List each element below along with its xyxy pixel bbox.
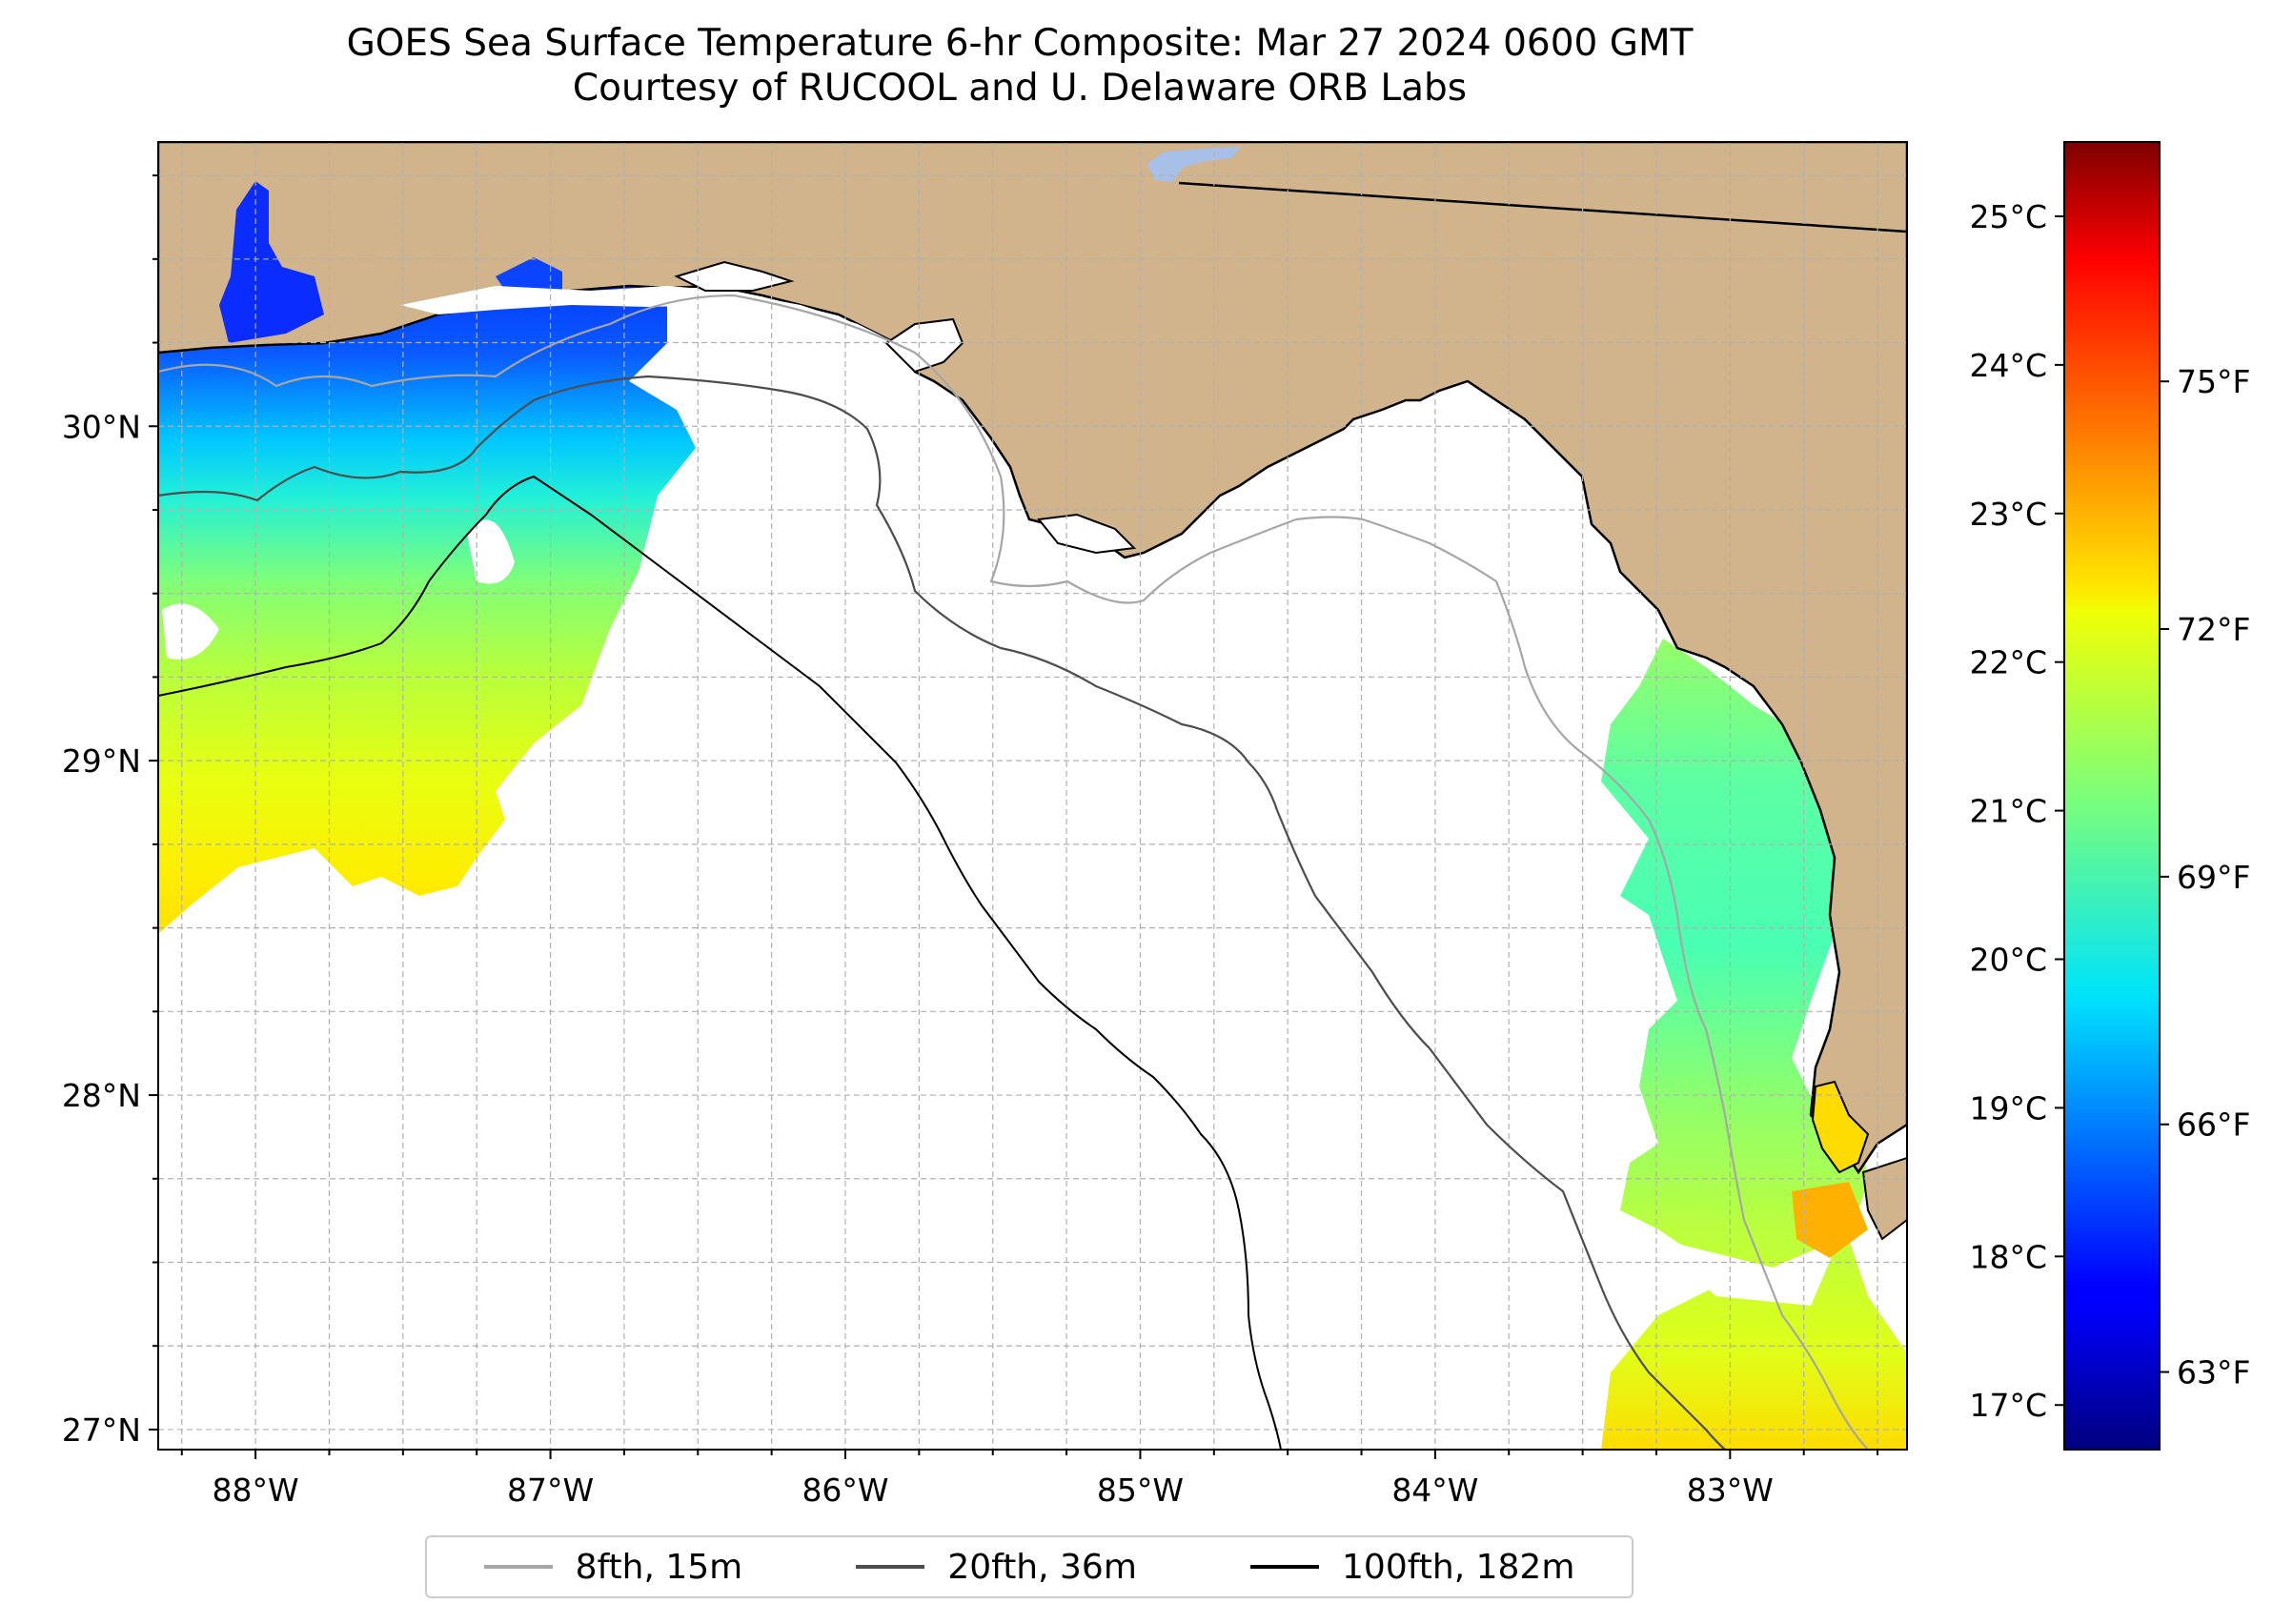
legend-item-100fth: 100fth, 182m: [1250, 1548, 1574, 1587]
sst-nodata-hole-west: [467, 519, 515, 584]
celsius-tick-label: 23°C: [1969, 496, 2047, 533]
isobath-8fth: [158, 294, 1869, 1450]
lon-tick-label: 88°W: [213, 1472, 299, 1509]
choctawhatchee-bay: [674, 260, 795, 292]
celsius-tick-label: 21°C: [1969, 793, 2047, 830]
apalachicola-bay: [1037, 513, 1137, 555]
latitude-axis: 30°N 29°N 28°N 27°N: [62, 174, 158, 1449]
celsius-tick-label: 19°C: [1969, 1089, 2047, 1127]
legend-swatch-100fth: [1250, 1565, 1320, 1569]
celsius-tick-label: 17°C: [1969, 1387, 2047, 1424]
lat-tick-label: 29°N: [62, 742, 141, 780]
tampa-bay: [1811, 1080, 1870, 1174]
fahrenheit-tick-label: 63°F: [2177, 1354, 2250, 1391]
sst-nodata-gap-east: [1658, 1239, 1839, 1306]
celsius-tick-label: 25°C: [1969, 198, 2047, 235]
colorbar: [2063, 141, 2161, 1451]
colorbar-fahrenheit-axis: 75°F 72°F 69°F 66°F 63°F: [2160, 363, 2250, 1391]
fahrenheit-tick-label: 66°F: [2177, 1106, 2250, 1144]
fahrenheit-tick-label: 75°F: [2177, 363, 2250, 400]
lon-tick-label: 83°W: [1687, 1472, 1774, 1509]
lon-tick-label: 87°W: [507, 1472, 594, 1509]
state-boundary-line: [1178, 181, 1907, 233]
legend-item-8fth: 8fth, 15m: [483, 1547, 743, 1587]
title-line-2: Courtesy of RUCOOL and U. Delaware ORB L…: [572, 67, 1468, 110]
lat-tick-label: 30°N: [62, 408, 141, 445]
isobath-100fth: [158, 475, 1282, 1450]
isobath-legend: 8fth, 15m 20fth, 36m 100fth, 182m: [425, 1535, 1634, 1598]
legend-swatch-8fth: [483, 1565, 553, 1569]
celsius-tick-label: 20°C: [1969, 942, 2047, 979]
title-line-1: GOES Sea Surface Temperature 6-hr Compos…: [346, 22, 1694, 65]
celsius-tick-label: 22°C: [1969, 644, 2047, 681]
map-plot-area: [158, 142, 1907, 1450]
map-gridlines: [158, 142, 1907, 1450]
lat-tick-label: 27°N: [62, 1411, 141, 1449]
chart-title: GOES Sea Surface Temperature 6-hr Compos…: [0, 21, 2039, 111]
lat-tick-label: 28°N: [62, 1077, 141, 1114]
sst-nodata-hole-west-2: [162, 603, 219, 660]
sst-swath-west: [158, 229, 696, 934]
colorbar-celsius-axis: 25°C 24°C 23°C 22°C 21°C 20°C 19°C 18°C 17°C: [1969, 198, 2064, 1424]
lon-tick-label: 85°W: [1097, 1472, 1184, 1509]
celsius-tick-label: 24°C: [1969, 347, 2047, 384]
land-north-coast: [158, 142, 1907, 1175]
longitude-axis: 88°W 87°W 86°W 85°W 84°W 83°W: [180, 1450, 1879, 1509]
lon-tick-label: 84°W: [1391, 1472, 1478, 1509]
lake-seminole: [1146, 146, 1242, 183]
fahrenheit-tick-label: 69°F: [2177, 859, 2250, 896]
legend-label-8fth: 8fth, 15m: [575, 1547, 743, 1587]
lon-tick-label: 86°W: [802, 1472, 888, 1509]
legend-label-100fth: 100fth, 182m: [1342, 1547, 1575, 1587]
legend-swatch-20fth: [856, 1565, 925, 1569]
isobath-20fth: [158, 375, 1726, 1450]
legend-item-20fth: 20fth, 36m: [856, 1548, 1137, 1587]
celsius-tick-label: 18°C: [1969, 1238, 2047, 1275]
map-frame: [157, 141, 1908, 1451]
legend-label-20fth: 20fth, 36m: [947, 1547, 1137, 1587]
fahrenheit-tick-label: 72°F: [2177, 611, 2250, 648]
mobile-bay: [219, 181, 324, 343]
sst-warm-bay: [1792, 1182, 1868, 1258]
